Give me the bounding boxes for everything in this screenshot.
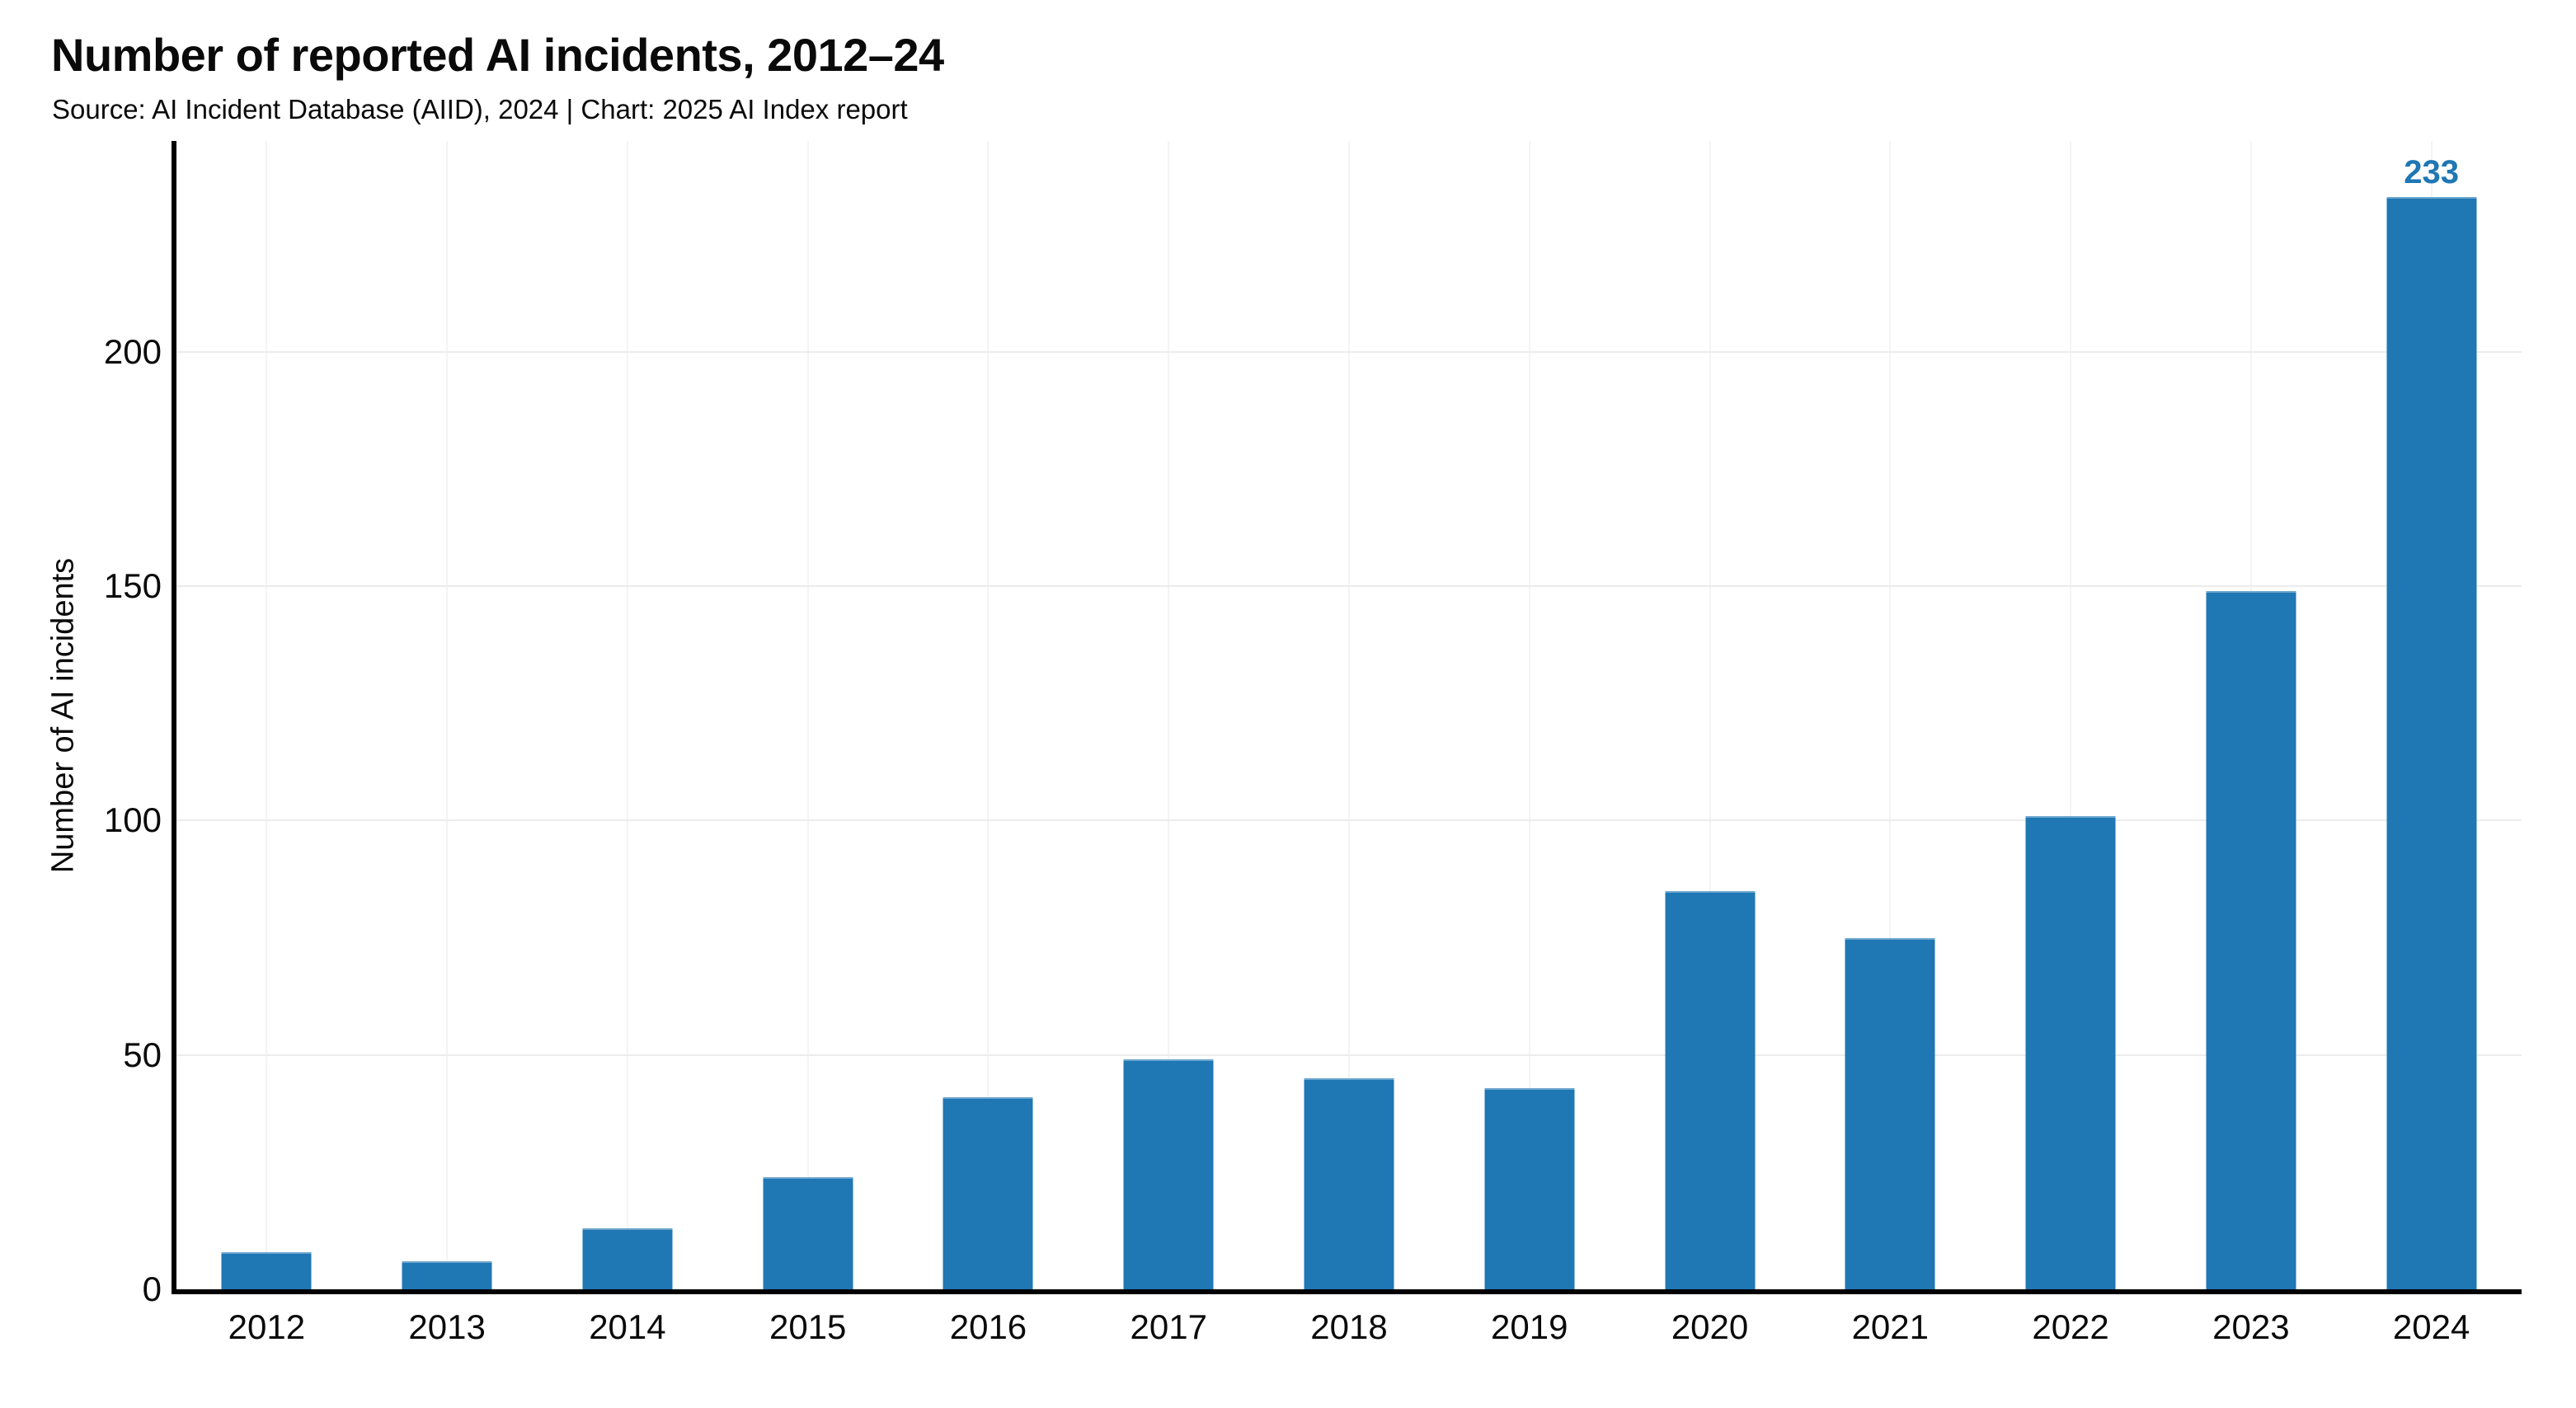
- x-tick-label-2022: 2022: [2032, 1307, 2109, 1346]
- x-gridline-2022: [2070, 141, 2072, 1289]
- bar-2015: [763, 1176, 853, 1289]
- plot-area: 0 50 100 150 200 2012 2013 2014 2015 2016 2017 2018…: [104, 141, 2522, 1346]
- x-tick-label-2018: 2018: [1310, 1307, 1388, 1346]
- x-gridline-2020: [1709, 141, 1711, 1289]
- y-tick-label-200: 200: [103, 331, 162, 371]
- y-axis-label: Number of AI incidents: [45, 557, 81, 874]
- bar-value-label: 233: [2404, 154, 2459, 191]
- x-tick-label-2020: 2020: [1671, 1307, 1749, 1346]
- x-gridline-2014: [626, 141, 628, 1289]
- bar-2018: [1304, 1078, 1394, 1289]
- x-tick-label-2016: 2016: [949, 1307, 1027, 1346]
- x-tick-label-2014: 2014: [589, 1307, 666, 1346]
- bar-2012: [221, 1251, 312, 1289]
- bar-2017: [1123, 1059, 1214, 1289]
- x-tick-label-2023: 2023: [2212, 1307, 2290, 1346]
- x-gridline-2015: [806, 141, 809, 1289]
- x-tick-label-2021: 2021: [1851, 1307, 1930, 1346]
- y-gridline-150: [176, 585, 2522, 588]
- bar-2022: [2025, 815, 2116, 1289]
- x-tick-label-2019: 2019: [1491, 1307, 1568, 1346]
- y-axis-line: [172, 141, 176, 1294]
- bar-2014: [582, 1228, 673, 1289]
- x-gridline-2017: [1168, 141, 1170, 1289]
- x-tick-label-2015: 2015: [769, 1307, 847, 1346]
- chart-source: Source: AI Incident Database (AIID), 202…: [52, 94, 908, 124]
- bar-2016: [942, 1096, 1033, 1289]
- y-tick-label-0: 0: [142, 1270, 162, 1308]
- y-tick-label-100: 100: [103, 800, 162, 840]
- bar-2020: [1665, 890, 1756, 1289]
- y-gridline-50: [176, 1054, 2522, 1056]
- x-axis-line: [172, 1289, 2522, 1294]
- x-gridline-2019: [1528, 141, 1530, 1289]
- x-gridline-2013: [446, 141, 449, 1289]
- y-gridline-200: [176, 350, 2522, 353]
- x-tick-label-2024: 2024: [2392, 1307, 2470, 1346]
- chart-title: Number of reported AI incidents, 2012–24: [51, 29, 944, 81]
- x-gridline-2012: [266, 141, 268, 1289]
- x-tick-label-2012: 2012: [228, 1307, 306, 1346]
- bar-2013: [402, 1260, 492, 1289]
- x-tick-label-2017: 2017: [1130, 1307, 1207, 1346]
- x-gridline-2018: [1348, 141, 1350, 1289]
- x-gridline-2016: [987, 141, 990, 1289]
- y-tick-label-50: 50: [123, 1035, 162, 1074]
- bar-2024: [2386, 197, 2477, 1289]
- bar-2019: [1484, 1087, 1575, 1289]
- y-tick-label-150: 150: [103, 566, 162, 606]
- x-gridline-2021: [1889, 141, 1892, 1289]
- y-gridline-100: [176, 819, 2522, 822]
- x-tick-label-2013: 2013: [408, 1307, 486, 1346]
- bar-2023: [2206, 590, 2296, 1289]
- bar-2021: [1845, 937, 1935, 1289]
